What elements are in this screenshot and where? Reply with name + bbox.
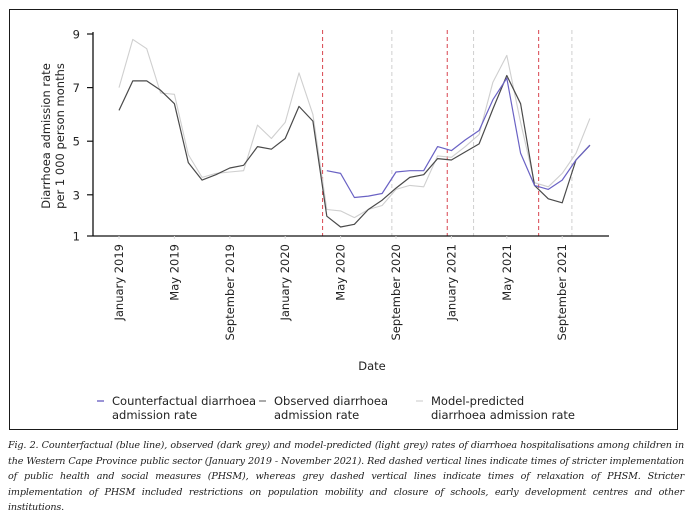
legend-label-line2: admission rate [274,408,359,422]
x-tick-label: January 2021 [444,244,458,322]
y-axis-title-line1: Diarrhoea admission rate [39,63,53,209]
legend-label-line2: diarrhoea admission rate [431,408,575,422]
figure-caption: Fig. 2. Counterfactual (blue line), obse… [8,438,684,516]
x-tick-label: September 2021 [555,244,569,341]
x-axis-title: Date [358,359,386,373]
y-tick-label: 3 [73,188,80,202]
y-ticks: 9 7 5 3 1 [73,28,93,244]
x-tick-label: May 2019 [167,244,181,301]
y-axis-title-line2: per 1 000 person months [53,63,67,209]
legend-swatch-observed [259,400,266,402]
phsm-vertical-lines [323,30,572,236]
x-tick-label: May 2020 [334,244,348,301]
y-tick-label: 5 [73,135,80,149]
legend-label-line1: Observed diarrhoea [274,394,388,408]
x-tick-label: September 2020 [389,244,403,341]
y-tick-label: 9 [73,28,80,42]
axes [93,32,609,236]
legend-label-line1: Counterfactual diarrhoea [112,394,256,408]
series-line-counterfactual [327,78,590,197]
y-tick-label: 1 [73,230,80,244]
series-line-observed [119,76,590,228]
x-tick-label: May 2021 [500,244,514,301]
x-tick-label: January 2019 [112,244,126,322]
x-tick-label: January 2020 [278,244,292,322]
series-lines [119,39,590,227]
legend-swatch-model-predicted [416,400,423,402]
legend-label-line2: admission rate [112,408,197,422]
series-line-model-predicted [119,39,590,217]
legend-swatch-counterfactual [97,400,104,402]
legend-label-line1: Model-predicted [431,394,524,408]
x-ticks: January 2019 May 2019 September 2019 Januar… [112,236,569,341]
y-tick-label: 7 [73,81,80,95]
x-tick-label: September 2019 [223,244,237,341]
